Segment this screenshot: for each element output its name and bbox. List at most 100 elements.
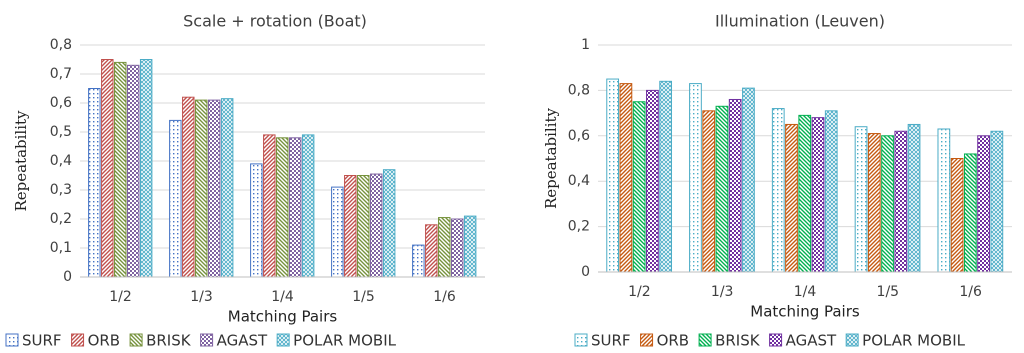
bar xyxy=(344,175,357,278)
legend-swatch xyxy=(5,333,19,347)
bar xyxy=(301,134,315,278)
bar xyxy=(425,224,438,278)
bar xyxy=(646,89,659,273)
legend-swatch xyxy=(200,333,214,347)
y-tick-label: 0 xyxy=(63,269,72,285)
bar xyxy=(88,88,101,278)
bar xyxy=(937,128,951,273)
bar xyxy=(101,59,114,278)
bar xyxy=(263,134,276,278)
bar xyxy=(854,126,868,273)
bar xyxy=(715,105,729,273)
x-tick-label: 1/6 xyxy=(959,284,982,300)
bar xyxy=(798,114,812,273)
bar xyxy=(139,59,153,278)
y-tick-label: 0,6 xyxy=(568,128,590,144)
legend-swatch xyxy=(574,333,588,347)
bar xyxy=(785,123,798,273)
bar xyxy=(894,130,908,273)
bar xyxy=(182,96,195,278)
legend-label: BRISK xyxy=(715,332,761,350)
legend-swatch xyxy=(129,333,143,347)
y-tick-label: 0 xyxy=(581,264,590,280)
bar xyxy=(867,133,881,273)
bar xyxy=(728,98,742,273)
bar xyxy=(742,87,755,273)
y-tick-label: 0,2 xyxy=(568,219,590,235)
legend-swatch xyxy=(640,333,654,347)
bar xyxy=(606,78,620,273)
bar xyxy=(771,108,785,273)
x-tick-label: 1/5 xyxy=(352,289,375,305)
bar xyxy=(881,135,894,273)
legend-swatch xyxy=(769,333,783,347)
legend-label: POLAR MOBIL xyxy=(293,332,396,350)
bar xyxy=(907,123,921,273)
bar xyxy=(207,99,221,278)
bar xyxy=(824,110,838,273)
y-tick-label: 0,8 xyxy=(568,82,590,98)
x-tick-label: 1/3 xyxy=(711,284,734,300)
bar xyxy=(438,217,451,278)
chart-title: Illumination (Leuven) xyxy=(715,12,885,31)
bar xyxy=(463,215,477,278)
bar xyxy=(619,83,633,273)
legend-swatch xyxy=(698,333,712,347)
bar xyxy=(702,110,716,273)
bar xyxy=(220,98,234,278)
x-tick-label: 1/4 xyxy=(794,284,817,300)
x-tick-label: 1/4 xyxy=(271,289,294,305)
x-tick-label: 1/3 xyxy=(190,289,213,305)
y-tick-label: 0,7 xyxy=(50,66,72,82)
legend-swatch xyxy=(71,333,85,347)
x-axis-label: Matching Pairs xyxy=(750,303,860,321)
y-axis-label: Repeatability xyxy=(12,110,30,212)
x-tick-label: 1/5 xyxy=(877,284,900,300)
legend-label: ORB xyxy=(88,332,121,350)
y-tick-label: 1 xyxy=(581,37,590,53)
y-tick-label: 0,8 xyxy=(50,37,72,53)
bar xyxy=(126,64,140,278)
bar xyxy=(276,137,289,278)
y-tick-label: 0,4 xyxy=(568,173,590,189)
bar xyxy=(331,186,344,278)
legend-swatch xyxy=(845,333,859,347)
bar xyxy=(977,135,990,273)
chart-title: Scale + rotation (Boat) xyxy=(183,12,367,31)
bar xyxy=(382,169,396,278)
bar xyxy=(250,163,263,278)
x-tick-label: 1/2 xyxy=(109,289,132,305)
bar xyxy=(450,218,464,278)
y-tick-label: 0,5 xyxy=(50,124,72,140)
legend-label: POLAR MOBIL xyxy=(862,332,965,350)
y-tick-label: 0,3 xyxy=(50,182,72,198)
bar xyxy=(369,173,383,278)
bar xyxy=(632,101,646,273)
bar xyxy=(412,244,425,278)
y-axis-label: Repeatability xyxy=(542,107,560,209)
legend-label: BRISK xyxy=(146,332,192,350)
legend-swatch xyxy=(276,333,290,347)
bar xyxy=(811,117,825,273)
y-tick-label: 0,6 xyxy=(50,95,72,111)
bar xyxy=(114,61,127,278)
bar xyxy=(169,119,182,278)
x-tick-label: 1/2 xyxy=(628,284,651,300)
bar xyxy=(950,158,964,273)
bar xyxy=(195,99,208,278)
y-tick-label: 0,4 xyxy=(50,153,72,169)
legend-label: ORB xyxy=(657,332,690,350)
bar xyxy=(357,175,370,278)
x-tick-label: 1/6 xyxy=(433,289,456,305)
bar xyxy=(689,83,702,273)
bar xyxy=(288,137,302,278)
y-tick-label: 0,1 xyxy=(50,240,72,256)
legend-label: SURF xyxy=(22,332,62,350)
legend-label: SURF xyxy=(591,332,631,350)
bar xyxy=(963,153,977,273)
bar xyxy=(659,80,673,273)
y-tick-label: 0,2 xyxy=(50,211,72,227)
x-axis-label: Matching Pairs xyxy=(228,308,338,326)
bar xyxy=(990,130,1004,273)
